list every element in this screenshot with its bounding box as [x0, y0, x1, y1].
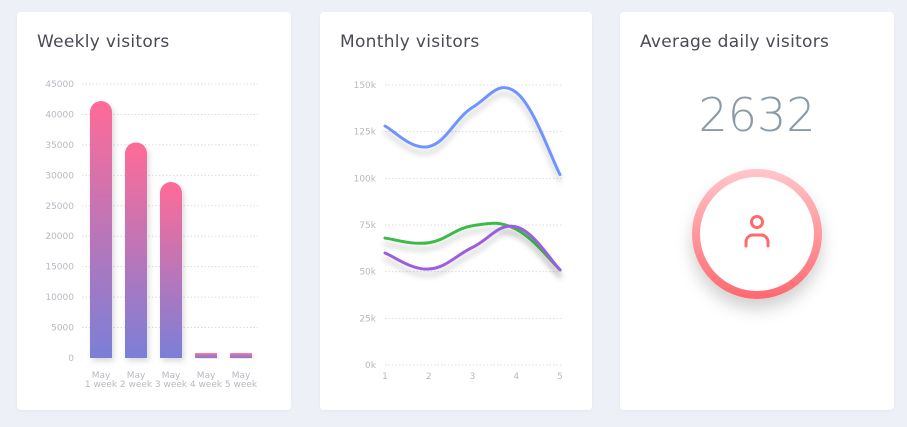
x-tick-label: 1 week	[85, 380, 118, 390]
card-title: Monthly visitors	[340, 32, 480, 52]
y-tick-label: 30000	[45, 171, 74, 181]
x-tick-label: 4 week	[190, 380, 223, 390]
average-daily-card: Average daily visitors 2632	[620, 12, 894, 410]
bar	[230, 353, 252, 358]
x-tick-label: 3 week	[155, 380, 188, 390]
y-tick-label: 150k	[354, 81, 377, 91]
y-tick-label: 15000	[45, 263, 74, 273]
y-tick-label: 75k	[359, 221, 376, 231]
x-tick-label: 1	[382, 372, 388, 382]
x-tick-label: May	[127, 371, 146, 381]
series-line-1	[383, 86, 562, 177]
x-tick-label: 5	[557, 372, 563, 382]
y-tick-label: 0	[68, 354, 74, 364]
card-title: Weekly visitors	[37, 32, 170, 52]
y-tick-label: 50k	[359, 268, 376, 278]
y-tick-label: 20000	[45, 232, 74, 242]
x-tick-label: 2 week	[120, 380, 153, 390]
x-tick-label: 4	[513, 372, 519, 382]
weekly-visitors-card: Weekly visitors 0 5000 10000 15000 20000 2500…	[17, 12, 291, 410]
average-value: 2632	[698, 88, 816, 142]
monthly-line-chart: 0k 25k 50k 75k 100k 125k 150k 1 2 3 4 5	[354, 81, 563, 382]
x-tick-label: May	[162, 371, 181, 381]
y-tick-label: 45000	[45, 80, 74, 90]
bar	[125, 142, 147, 358]
weekly-bar-chart: 0 5000 10000 15000 20000 25000 30000 35000 40000…	[45, 80, 258, 390]
x-tick-label: 2	[426, 372, 432, 382]
bar	[90, 101, 112, 359]
badge-ring	[692, 169, 822, 299]
card-title: Average daily visitors	[640, 32, 830, 52]
x-tick-label: May	[92, 371, 111, 381]
y-tick-label: 10000	[45, 293, 74, 303]
user-icon	[744, 215, 770, 248]
y-tick-label: 25k	[359, 314, 376, 324]
y-tick-label: 0k	[365, 361, 377, 371]
series-line-2	[383, 221, 562, 272]
x-tick-label: 3	[470, 372, 476, 382]
monthly-visitors-card: Monthly visitors 0k 25k 50k 75k 100k 125k 150k…	[320, 12, 592, 410]
x-tick-label: 5 week	[225, 380, 258, 390]
bar	[195, 353, 217, 358]
y-tick-label: 25000	[45, 202, 74, 212]
y-tick-label: 125k	[354, 128, 377, 138]
y-tick-label: 5000	[51, 324, 74, 334]
y-tick-label: 35000	[45, 141, 74, 151]
user-badge	[692, 169, 822, 299]
y-tick-label: 100k	[354, 174, 377, 184]
y-tick-label: 40000	[45, 110, 74, 120]
bar	[160, 182, 182, 358]
x-tick-label: May	[232, 371, 251, 381]
x-tick-label: May	[197, 371, 216, 381]
series-line-3	[383, 224, 562, 272]
